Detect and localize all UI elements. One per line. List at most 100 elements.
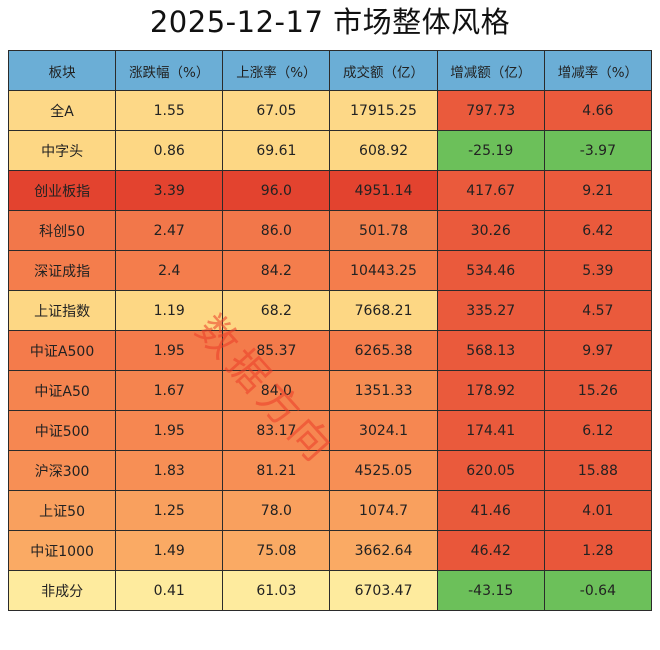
cell-delta-amount: 620.05 xyxy=(436,450,545,491)
cell-delta-rate: 6.12 xyxy=(543,410,653,451)
cell-delta-rate: 4.01 xyxy=(543,490,653,531)
cell-delta-rate: -0.64 xyxy=(543,570,653,611)
table-row: 上证指数 1.19 68.2 7668.21 335.27 4.57 xyxy=(7,290,653,331)
table-row: 沪深300 1.83 81.21 4525.05 620.05 15.88 xyxy=(7,450,653,491)
table-row: 中证A500 1.95 85.37 6265.38 568.13 9.97 xyxy=(7,330,653,371)
cell-change-pct: 1.95 xyxy=(115,330,224,371)
cell-up-rate: 96.0 xyxy=(222,170,331,211)
cell-turnover: 608.92 xyxy=(329,130,438,171)
cell-turnover: 3024.1 xyxy=(329,410,438,451)
cell-delta-amount: 417.67 xyxy=(436,170,545,211)
page-title: 2025-12-17 市场整体风格 xyxy=(149,5,511,39)
table-header-row: 板块 涨跌幅（%） 上涨率（%） 成交额（亿） 增减额（亿） 增减率（%） xyxy=(7,50,653,91)
cell-sector: 科创50 xyxy=(7,210,117,251)
cell-turnover: 6703.47 xyxy=(329,570,438,611)
cell-sector: 创业板指 xyxy=(7,170,117,211)
cell-delta-amount: 534.46 xyxy=(436,250,545,291)
table-row: 科创50 2.47 86.0 501.78 30.26 6.42 xyxy=(7,210,653,251)
cell-change-pct: 2.47 xyxy=(115,210,224,251)
column-header-turnover: 成交额（亿） xyxy=(329,50,438,91)
cell-delta-rate: 4.57 xyxy=(543,290,653,331)
cell-delta-rate: 4.66 xyxy=(543,90,653,131)
cell-sector: 中证A50 xyxy=(7,370,117,411)
cell-turnover: 7668.21 xyxy=(329,290,438,331)
cell-sector: 中证1000 xyxy=(7,530,117,571)
cell-change-pct: 2.4 xyxy=(115,250,224,291)
cell-delta-amount: 41.46 xyxy=(436,490,545,531)
table-row: 中证1000 1.49 75.08 3662.64 46.42 1.28 xyxy=(7,530,653,571)
cell-up-rate: 78.0 xyxy=(222,490,331,531)
table-row: 中证500 1.95 83.17 3024.1 174.41 6.12 xyxy=(7,410,653,451)
cell-sector: 深证成指 xyxy=(7,250,117,291)
cell-change-pct: 1.95 xyxy=(115,410,224,451)
cell-change-pct: 3.39 xyxy=(115,170,224,211)
cell-turnover: 1074.7 xyxy=(329,490,438,531)
cell-turnover: 4951.14 xyxy=(329,170,438,211)
table-row: 创业板指 3.39 96.0 4951.14 417.67 9.21 xyxy=(7,170,653,211)
cell-change-pct: 1.67 xyxy=(115,370,224,411)
cell-delta-amount: 335.27 xyxy=(436,290,545,331)
cell-delta-amount: -43.15 xyxy=(436,570,545,611)
cell-sector: 上证指数 xyxy=(7,290,117,331)
table-row: 上证50 1.25 78.0 1074.7 41.46 4.01 xyxy=(7,490,653,531)
cell-up-rate: 68.2 xyxy=(222,290,331,331)
cell-change-pct: 1.19 xyxy=(115,290,224,331)
cell-up-rate: 67.05 xyxy=(222,90,331,131)
cell-delta-amount: 797.73 xyxy=(436,90,545,131)
cell-change-pct: 1.25 xyxy=(115,490,224,531)
cell-up-rate: 83.17 xyxy=(222,410,331,451)
cell-sector: 中字头 xyxy=(7,130,117,171)
cell-delta-rate: 6.42 xyxy=(543,210,653,251)
cell-sector: 中证A500 xyxy=(7,330,117,371)
cell-delta-amount: 568.13 xyxy=(436,330,545,371)
cell-turnover: 3662.64 xyxy=(329,530,438,571)
cell-delta-rate: -3.97 xyxy=(543,130,653,171)
column-header-up-rate: 上涨率（%） xyxy=(222,50,331,91)
cell-delta-amount: 178.92 xyxy=(436,370,545,411)
table-row: 中字头 0.86 69.61 608.92 -25.19 -3.97 xyxy=(7,130,653,171)
cell-change-pct: 0.41 xyxy=(115,570,224,611)
cell-change-pct: 1.55 xyxy=(115,90,224,131)
cell-delta-amount: 46.42 xyxy=(436,530,545,571)
cell-turnover: 501.78 xyxy=(329,210,438,251)
table-row: 全A 1.55 67.05 17915.25 797.73 4.66 xyxy=(7,90,653,131)
market-style-table: 板块 涨跌幅（%） 上涨率（%） 成交额（亿） 增减额（亿） 增减率（%） 全A… xyxy=(7,50,653,611)
cell-up-rate: 84.0 xyxy=(222,370,331,411)
cell-change-pct: 1.49 xyxy=(115,530,224,571)
cell-change-pct: 1.83 xyxy=(115,450,224,491)
cell-turnover: 6265.38 xyxy=(329,330,438,371)
cell-up-rate: 61.03 xyxy=(222,570,331,611)
cell-delta-rate: 1.28 xyxy=(543,530,653,571)
cell-up-rate: 75.08 xyxy=(222,530,331,571)
cell-up-rate: 69.61 xyxy=(222,130,331,171)
cell-up-rate: 84.2 xyxy=(222,250,331,291)
cell-sector: 沪深300 xyxy=(7,450,117,491)
column-header-change-pct: 涨跌幅（%） xyxy=(115,50,224,91)
cell-sector: 非成分 xyxy=(7,570,117,611)
cell-sector: 中证500 xyxy=(7,410,117,451)
cell-turnover: 17915.25 xyxy=(329,90,438,131)
column-header-delta-amount: 增减额（亿） xyxy=(436,50,545,91)
table-row: 中证A50 1.67 84.0 1351.33 178.92 15.26 xyxy=(7,370,653,411)
column-header-delta-rate: 增减率（%） xyxy=(543,50,653,91)
table-row: 深证成指 2.4 84.2 10443.25 534.46 5.39 xyxy=(7,250,653,291)
cell-turnover: 1351.33 xyxy=(329,370,438,411)
cell-up-rate: 85.37 xyxy=(222,330,331,371)
cell-change-pct: 0.86 xyxy=(115,130,224,171)
cell-delta-rate: 9.21 xyxy=(543,170,653,211)
cell-delta-amount: 30.26 xyxy=(436,210,545,251)
cell-sector: 全A xyxy=(7,90,117,131)
cell-up-rate: 86.0 xyxy=(222,210,331,251)
column-header-sector: 板块 xyxy=(7,50,117,91)
cell-delta-rate: 15.26 xyxy=(543,370,653,411)
cell-delta-amount: -25.19 xyxy=(436,130,545,171)
cell-delta-amount: 174.41 xyxy=(436,410,545,451)
cell-delta-rate: 15.88 xyxy=(543,450,653,491)
cell-delta-rate: 9.97 xyxy=(543,330,653,371)
cell-delta-rate: 5.39 xyxy=(543,250,653,291)
table-row: 非成分 0.41 61.03 6703.47 -43.15 -0.64 xyxy=(7,570,653,611)
cell-turnover: 4525.05 xyxy=(329,450,438,491)
cell-sector: 上证50 xyxy=(7,490,117,531)
cell-turnover: 10443.25 xyxy=(329,250,438,291)
cell-up-rate: 81.21 xyxy=(222,450,331,491)
